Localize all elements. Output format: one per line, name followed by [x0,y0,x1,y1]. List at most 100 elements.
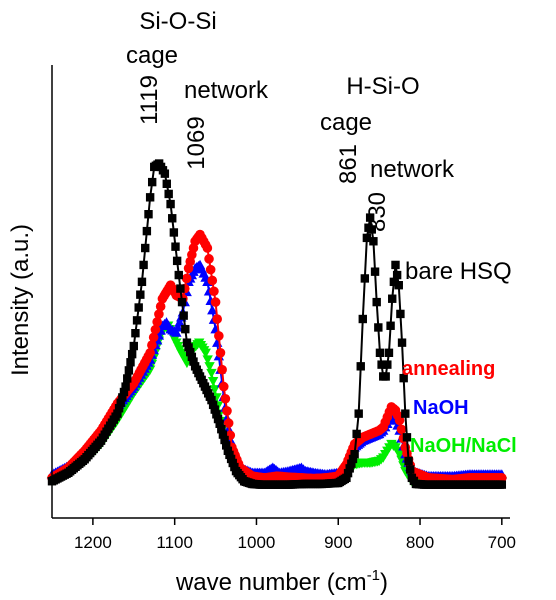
data-point [383,360,392,369]
data-point [121,382,130,391]
data-point [399,373,408,383]
annotation-sios-title: Si-O-Si [139,8,216,35]
data-point [176,284,185,293]
data-point [155,301,166,312]
series-label-naoh: NaOH [413,397,469,419]
data-point [215,419,224,428]
data-point [166,199,175,209]
x-ticks-group: 1200 1100 1000 900 800 700 [74,518,516,552]
data-point [356,362,365,371]
data-point [147,340,157,350]
data-point [343,468,353,478]
data-point [182,338,192,347]
data-point [114,404,124,413]
data-point [214,331,224,341]
data-point [181,324,190,334]
annotation-sios-network: network [184,77,269,104]
data-point [148,332,159,343]
data-point [179,311,188,320]
annotation-sios-cage: cage [126,42,178,69]
data-point [345,464,354,473]
data-point [181,273,192,284]
data-point [210,297,221,307]
data-point [206,368,217,379]
data-point [362,233,372,243]
data-point [186,347,195,357]
data-point [136,290,145,299]
data-point [174,270,183,280]
data-point [141,243,150,253]
data-point [354,409,363,418]
data-point [174,317,185,327]
data-point [223,418,234,428]
data-point [162,179,171,188]
data-point [404,456,413,466]
data-point [189,357,198,366]
x-axis-label: wave number (cm-1) [175,567,388,596]
data-point [144,210,153,219]
data-point [386,321,395,330]
data-point [348,454,358,464]
x-tick-label: 900 [324,533,352,552]
data-point [145,348,155,358]
data-point [347,459,356,468]
series-0 [47,159,507,489]
data-point [127,349,137,359]
data-point [168,214,177,223]
data-point [164,189,173,199]
data-point [184,343,193,352]
data-point [497,473,507,483]
data-point [126,358,135,367]
data-point [497,480,507,489]
data-point [374,323,383,332]
data-point [204,254,214,264]
data-point [204,362,215,372]
data-point [375,348,385,357]
data-point [145,193,155,202]
x-tick-label: 1100 [156,533,193,552]
data-point [202,243,213,253]
x-tick-label: 1200 [74,533,112,552]
data-point [210,405,219,414]
data-point [396,309,405,319]
data-point [200,348,211,358]
y-axis-label: Intensity (a.u.) [7,224,34,376]
data-point [134,303,143,312]
annotation-hsio-title: H-Si-O [346,73,419,100]
data-point [118,393,127,402]
data-point [113,409,122,418]
series-label-bare-hsq: bare HSQ [405,258,512,285]
data-point [131,328,140,338]
data-point [406,465,415,474]
data-point [209,286,219,297]
data-point [217,364,227,375]
data-point [172,256,182,266]
data-point [370,267,380,276]
data-point [360,274,370,283]
x-tick-label: 800 [406,533,434,552]
data-point [208,400,218,410]
data-point [222,441,231,450]
data-point [202,355,213,365]
data-point [394,415,405,426]
data-point [215,348,226,358]
data-point [391,260,400,270]
data-point [142,226,152,236]
data-point [217,424,226,434]
data-point [207,395,216,405]
data-point [213,414,223,424]
data-point [207,376,219,387]
annotation-hsio-cage: cage [320,109,372,136]
data-point [169,228,179,237]
data-point [218,430,228,439]
x-tick-label: 1000 [238,533,276,552]
plot-series-group [46,159,508,489]
data-point [116,398,125,408]
annotation-peak-830: 830 [364,192,391,232]
data-point [123,374,132,383]
data-point [396,424,407,435]
data-point [352,429,361,439]
data-point [358,314,367,324]
data-point [401,409,410,418]
